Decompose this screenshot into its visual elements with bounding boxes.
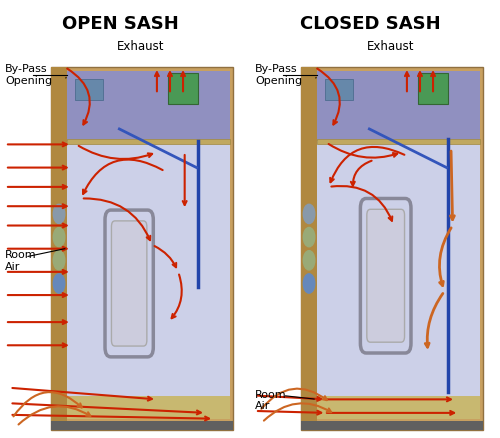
Bar	[418, 74, 448, 105]
Text: OPEN SASH: OPEN SASH	[62, 15, 178, 33]
Bar	[67, 72, 230, 141]
Circle shape	[54, 251, 65, 270]
Text: Exhaust: Exhaust	[117, 39, 164, 53]
Bar	[317, 72, 480, 141]
Text: Room
Air: Room Air	[255, 389, 286, 410]
FancyBboxPatch shape	[367, 210, 405, 343]
Circle shape	[54, 205, 65, 224]
Text: Room
Air: Room Air	[5, 250, 36, 272]
Bar	[67, 140, 230, 144]
Bar	[168, 74, 198, 105]
Bar	[67, 396, 230, 419]
Bar	[317, 140, 480, 144]
Text: CLOSED SASH: CLOSED SASH	[300, 15, 440, 33]
FancyBboxPatch shape	[112, 221, 147, 346]
Text: By-Pass
Opening: By-Pass Opening	[5, 64, 52, 86]
Bar	[317, 396, 480, 419]
Circle shape	[304, 274, 315, 293]
Bar	[51, 420, 233, 430]
Bar	[317, 141, 480, 419]
Bar	[301, 68, 317, 430]
Bar	[301, 420, 482, 430]
Bar	[51, 68, 233, 430]
Circle shape	[304, 205, 315, 224]
Bar	[76, 80, 103, 101]
Circle shape	[304, 251, 315, 270]
Bar	[67, 141, 230, 419]
Text: Exhaust: Exhaust	[367, 39, 414, 53]
Circle shape	[54, 274, 65, 293]
Bar	[326, 80, 353, 101]
Bar	[301, 68, 482, 430]
Text: By-Pass
Opening: By-Pass Opening	[255, 64, 302, 86]
Circle shape	[54, 228, 65, 247]
Bar	[51, 68, 67, 430]
Circle shape	[304, 228, 315, 247]
